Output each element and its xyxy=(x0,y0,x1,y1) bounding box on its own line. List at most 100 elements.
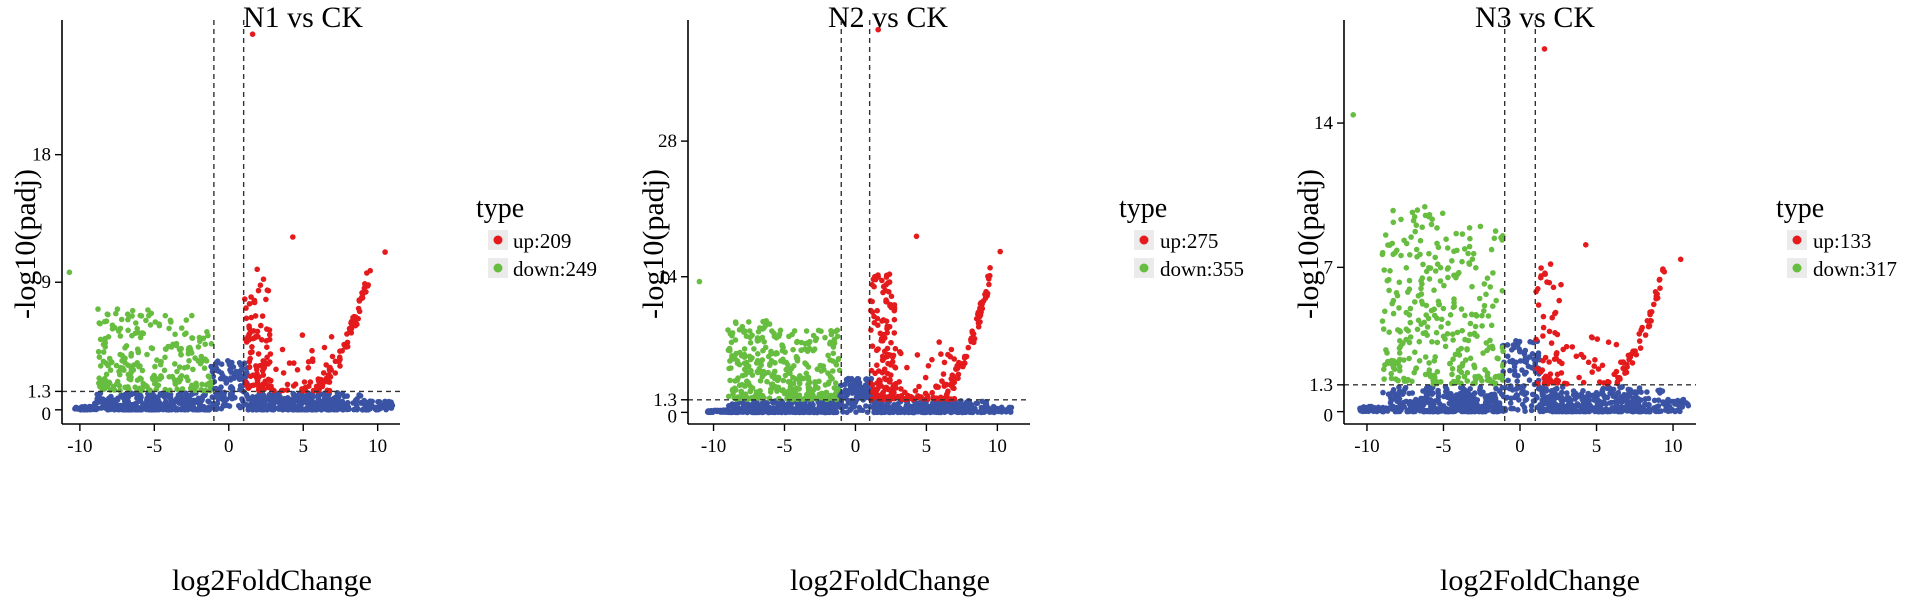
point-down xyxy=(162,354,168,361)
point-up xyxy=(1580,354,1587,361)
point-up xyxy=(262,359,268,366)
point-down xyxy=(805,381,811,388)
point-nodiff xyxy=(1447,394,1453,400)
point-down xyxy=(1487,337,1493,344)
point-up xyxy=(962,353,968,360)
point-down xyxy=(1396,350,1403,356)
point-down xyxy=(745,380,752,386)
point-down xyxy=(207,382,214,389)
point-up xyxy=(886,279,893,285)
point-down xyxy=(734,377,741,383)
point-up xyxy=(279,346,286,353)
point-down xyxy=(1439,316,1445,323)
point-down xyxy=(1398,216,1404,223)
point-down xyxy=(118,316,125,323)
point-down xyxy=(832,380,839,386)
point-down xyxy=(115,328,122,334)
point-down xyxy=(1390,219,1397,226)
point-up xyxy=(301,379,308,385)
point-down xyxy=(189,335,196,342)
point-up xyxy=(1533,336,1539,343)
point-up xyxy=(1622,370,1628,376)
x-tick-label: -10 xyxy=(67,436,92,457)
point-up xyxy=(336,354,343,361)
point-down xyxy=(154,357,160,363)
point-nodiff xyxy=(830,401,837,407)
point-down xyxy=(1456,269,1462,276)
point-up xyxy=(973,315,980,322)
point-down xyxy=(1449,371,1455,378)
point-nodiff xyxy=(152,401,159,408)
point-up xyxy=(344,339,351,346)
point-up xyxy=(263,296,269,303)
point-down xyxy=(1396,345,1403,352)
point-up xyxy=(1637,345,1644,351)
point-nodiff xyxy=(1420,388,1426,394)
point-nodiff xyxy=(1482,394,1489,400)
point-up xyxy=(324,387,331,394)
point-nodiff xyxy=(319,400,326,407)
point-down xyxy=(117,364,124,371)
point-nodiff xyxy=(213,404,220,411)
point-nodiff xyxy=(1644,389,1650,395)
point-nodiff xyxy=(1635,398,1641,405)
y-tick-label: 18 xyxy=(32,145,51,166)
point-down xyxy=(764,378,770,385)
point-nodiff xyxy=(954,409,960,415)
point-up xyxy=(983,288,989,295)
y-axis-label: -log10(padj) xyxy=(1292,169,1325,319)
point-nodiff xyxy=(864,389,870,395)
point-down xyxy=(1432,254,1438,261)
point-down xyxy=(1434,315,1440,322)
point-nodiff xyxy=(1515,372,1521,379)
point-down xyxy=(198,353,205,360)
point-down xyxy=(1471,364,1478,371)
point-down xyxy=(1418,277,1424,284)
x-tick-label: 0 xyxy=(1515,436,1525,457)
legend-key-up xyxy=(1792,235,1802,245)
point-up xyxy=(914,352,921,358)
point-down xyxy=(1432,378,1439,384)
point-down xyxy=(759,357,766,363)
point-up xyxy=(888,372,894,378)
point-nodiff xyxy=(257,395,263,401)
point-up xyxy=(249,344,255,350)
point-up xyxy=(286,360,293,366)
point-down xyxy=(1428,221,1435,228)
point-nodiff xyxy=(871,408,878,415)
point-down xyxy=(1439,210,1446,217)
point-down xyxy=(1458,369,1465,376)
point-up xyxy=(1533,288,1539,295)
point-up xyxy=(1540,333,1546,339)
point-down xyxy=(1426,250,1432,257)
point-nodiff xyxy=(779,399,786,406)
point-nodiff xyxy=(862,394,869,401)
point-nodiff xyxy=(353,403,360,409)
point-up xyxy=(1585,359,1592,366)
point-down xyxy=(1379,249,1386,256)
point-down xyxy=(1459,231,1466,237)
point-nodiff xyxy=(1504,342,1511,348)
point-down xyxy=(739,381,745,388)
point-down xyxy=(139,367,146,374)
point-nodiff xyxy=(340,405,347,412)
point-nodiff xyxy=(220,375,226,382)
point-down xyxy=(1395,327,1401,333)
point-nodiff xyxy=(260,407,266,413)
point-down xyxy=(122,384,128,391)
x-axis-label: log2FoldChange xyxy=(1440,564,1640,597)
point-up xyxy=(1552,310,1558,317)
point-down xyxy=(815,327,822,334)
point-nodiff xyxy=(845,397,851,404)
x-axis-label: log2FoldChange xyxy=(172,564,372,597)
point-down xyxy=(125,327,131,334)
point-up xyxy=(955,375,961,382)
point-down xyxy=(746,328,753,334)
point-down xyxy=(1407,334,1414,340)
point-up xyxy=(1540,324,1547,331)
point-nodiff xyxy=(107,402,114,408)
point-down xyxy=(769,381,776,388)
point-up xyxy=(1646,323,1653,329)
point-down xyxy=(1421,319,1427,326)
point-up xyxy=(951,356,957,362)
